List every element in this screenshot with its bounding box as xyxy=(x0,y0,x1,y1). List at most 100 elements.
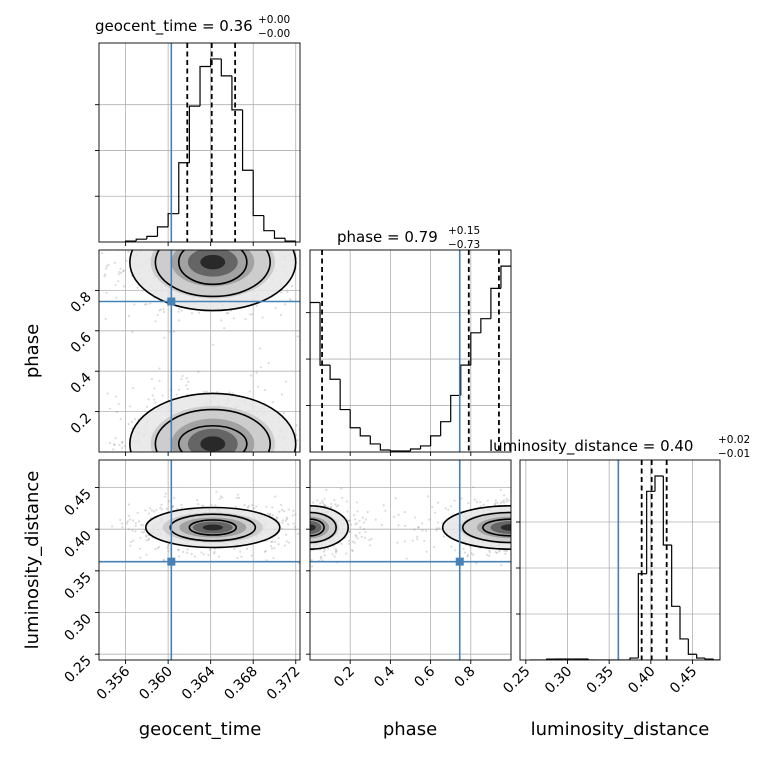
sample-point xyxy=(79,227,81,229)
x-tick-label: 0.8 xyxy=(452,664,479,691)
sample-point xyxy=(131,529,134,532)
sample-point xyxy=(255,505,258,508)
sample-point xyxy=(423,539,426,543)
sample-point xyxy=(403,540,407,543)
sample-point xyxy=(488,549,491,552)
sample-point xyxy=(138,520,141,523)
sample-point xyxy=(380,523,383,527)
sample-point xyxy=(139,556,142,559)
sample-point xyxy=(374,518,377,521)
sample-point xyxy=(301,522,303,524)
sample-point xyxy=(300,520,302,522)
histogram-bin xyxy=(188,105,201,163)
sample-point xyxy=(307,514,309,516)
density-cell xyxy=(500,524,511,531)
sample-point xyxy=(304,514,306,516)
y-tick-label: 0.30 xyxy=(61,611,94,644)
sample-point xyxy=(145,539,148,542)
sample-point xyxy=(117,280,120,283)
sample-point xyxy=(204,247,206,249)
sample-point xyxy=(504,552,507,555)
sample-point xyxy=(244,317,247,321)
contour-line xyxy=(310,505,349,550)
sample-point xyxy=(107,263,110,266)
sample-point xyxy=(294,513,297,516)
contour-line xyxy=(144,506,281,549)
sample-point xyxy=(190,312,194,315)
sample-point xyxy=(181,374,184,378)
histogram-bin xyxy=(349,409,361,429)
sample-point xyxy=(356,510,359,513)
sample-point xyxy=(270,540,273,543)
sample-point xyxy=(90,242,92,244)
sample-point xyxy=(185,377,188,380)
sample-point xyxy=(304,528,306,530)
sample-point xyxy=(276,516,279,519)
sample-point xyxy=(348,519,351,522)
sample-point xyxy=(366,221,368,223)
truth-marker xyxy=(455,557,464,566)
sample-point xyxy=(513,509,515,511)
sample-point xyxy=(213,245,215,247)
sample-point xyxy=(121,441,124,444)
sample-point xyxy=(236,454,238,456)
sample-point xyxy=(273,546,276,550)
sample-point xyxy=(271,455,273,457)
sample-point xyxy=(356,537,359,540)
sample-point xyxy=(272,556,275,560)
sample-point xyxy=(266,512,270,515)
y-tick-label: 0.4 xyxy=(68,370,95,397)
sample-point xyxy=(134,521,137,525)
sample-point xyxy=(270,545,273,548)
sample-point xyxy=(250,244,252,246)
sample-point xyxy=(351,550,354,553)
x-tick-label: 0.2 xyxy=(331,664,358,691)
sample-point xyxy=(512,526,514,528)
sample-point xyxy=(127,314,131,317)
sample-point xyxy=(304,533,306,535)
sample-point xyxy=(221,496,224,499)
sample-point xyxy=(302,448,304,450)
title-phase-plus: +0.15 xyxy=(448,225,480,237)
sample-point xyxy=(177,310,180,313)
sample-point xyxy=(319,557,322,560)
sample-point xyxy=(498,550,501,553)
sample-point xyxy=(421,522,424,525)
sample-point xyxy=(147,538,150,542)
sample-point xyxy=(103,275,106,278)
sample-point xyxy=(301,514,303,516)
sample-point xyxy=(512,550,514,552)
sample-point xyxy=(211,246,213,248)
sample-point xyxy=(301,536,303,538)
sample-point xyxy=(277,543,280,546)
sample-point xyxy=(254,453,256,455)
sample-point xyxy=(515,528,517,530)
contour-line xyxy=(154,250,272,298)
sample-point xyxy=(300,523,302,525)
sample-point xyxy=(265,457,267,459)
sample-point xyxy=(501,500,504,503)
sample-point xyxy=(243,503,246,507)
sample-point xyxy=(86,473,88,475)
sample-point xyxy=(302,518,304,520)
sample-point xyxy=(145,405,149,408)
sample-point xyxy=(283,544,287,547)
sample-point xyxy=(143,303,147,306)
sample-point xyxy=(95,273,97,275)
sample-point xyxy=(284,533,288,536)
sample-point xyxy=(256,385,260,388)
sample-point xyxy=(287,508,290,511)
sample-point xyxy=(306,541,308,543)
sample-point xyxy=(305,508,307,510)
marginal-phase-panel xyxy=(306,249,512,456)
sample-point xyxy=(180,309,183,312)
sample-point xyxy=(353,514,356,517)
sample-point xyxy=(305,540,307,542)
sample-point xyxy=(517,524,519,526)
histogram-bin xyxy=(220,58,232,77)
sample-point xyxy=(301,511,303,513)
sample-point xyxy=(349,530,352,533)
sample-point xyxy=(223,453,225,455)
sample-point xyxy=(517,541,519,543)
histogram-bin xyxy=(379,443,391,451)
